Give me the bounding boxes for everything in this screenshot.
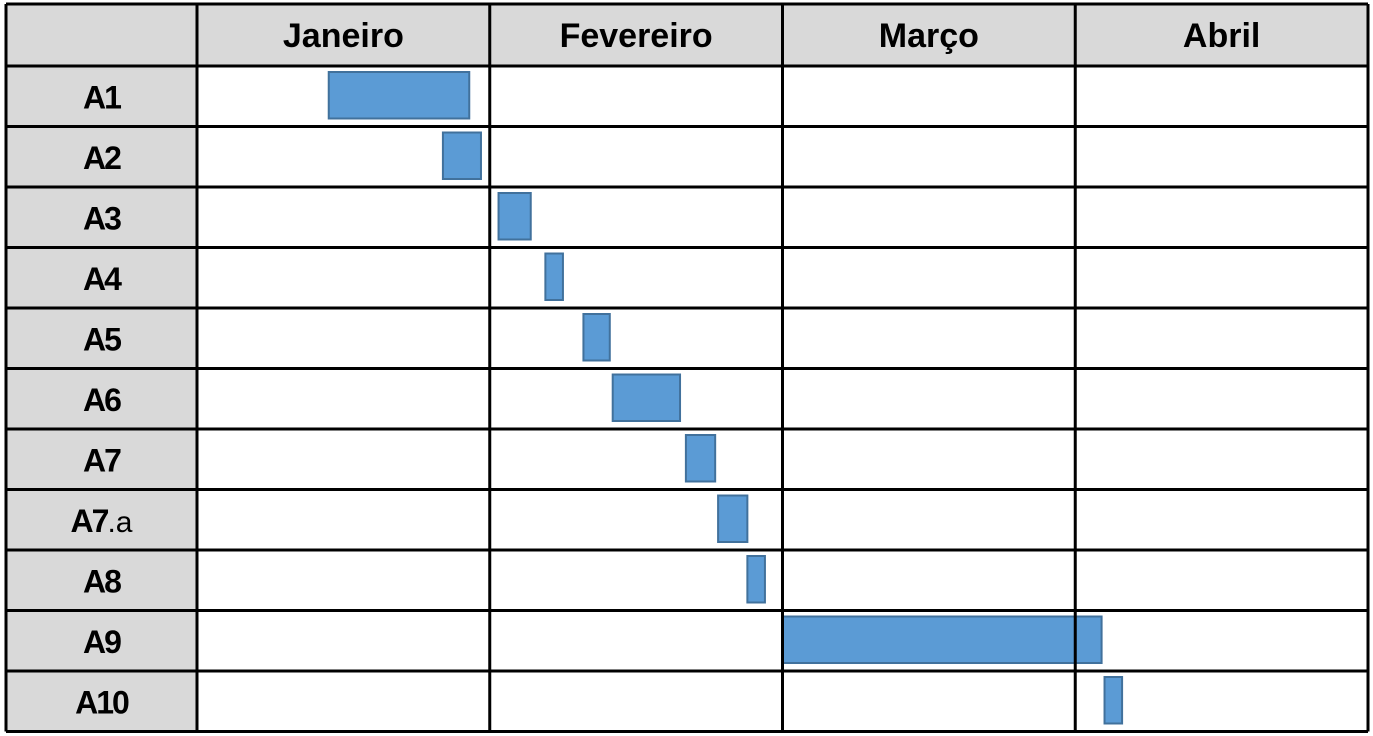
month-header: Abril xyxy=(1183,17,1260,55)
task-bar xyxy=(611,373,682,422)
task-label: A10 xyxy=(75,684,129,720)
task-label: A3 xyxy=(83,200,121,236)
task-label-main: A7 xyxy=(83,442,121,478)
task-label: A6 xyxy=(83,382,121,418)
task-bar xyxy=(497,192,532,241)
task-label-main: A1 xyxy=(83,79,121,115)
table-labels: Janeiro Fevereiro Março Abril A1 A2 A3 A4 A5 A6 A7… xyxy=(71,17,1261,720)
task-bar xyxy=(781,615,1103,664)
task-label: A9 xyxy=(83,624,121,660)
table-grid xyxy=(4,2,1370,733)
task-bar xyxy=(327,71,471,120)
task-bars xyxy=(327,71,1124,725)
task-bar xyxy=(582,313,611,362)
task-label-main: A6 xyxy=(83,382,121,418)
task-label: A8 xyxy=(83,563,121,599)
month-header: Janeiro xyxy=(283,17,404,55)
task-label: A1 xyxy=(83,79,121,115)
task-bar xyxy=(544,252,564,301)
task-label: A7 xyxy=(83,442,121,478)
task-bar xyxy=(746,555,766,604)
task-label-suffix: .a xyxy=(107,506,132,539)
task-bar xyxy=(441,131,482,180)
task-label-main: A8 xyxy=(83,563,121,599)
task-bar xyxy=(1103,676,1124,725)
task-label: A2 xyxy=(83,140,121,176)
task-label-main: A9 xyxy=(83,624,121,660)
header-row-background xyxy=(6,4,1368,66)
task-label-main: A4 xyxy=(83,261,122,297)
task-label: A7.a xyxy=(71,503,133,539)
task-bar xyxy=(717,494,749,543)
task-label-main: A2 xyxy=(83,140,121,176)
task-label-main: A3 xyxy=(83,200,121,236)
task-bar xyxy=(684,434,717,483)
task-label: A4 xyxy=(83,261,122,297)
month-header: Fevereiro xyxy=(560,17,713,55)
task-label-main: A7 xyxy=(71,503,109,539)
task-label: A5 xyxy=(83,321,121,357)
task-label-main: A10 xyxy=(75,684,129,720)
month-header: Março xyxy=(879,17,979,55)
task-label-main: A5 xyxy=(83,321,121,357)
